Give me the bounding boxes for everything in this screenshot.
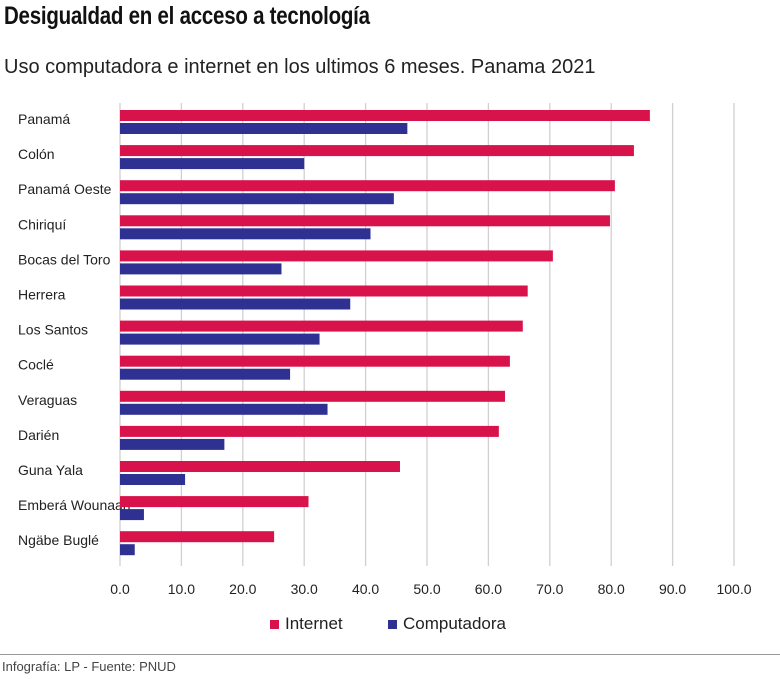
x-tick-label: 30.0	[291, 581, 318, 597]
bar-internet	[120, 145, 634, 157]
bar-computadora	[120, 368, 291, 380]
bar-chart: 0.0 10.0 20.0 30.0 40.0 50.0 60.0 70.0 80.0 90.0 1…	[18, 103, 752, 597]
category-label: Bocas del Toro	[18, 251, 111, 267]
category-label: Coclé	[18, 357, 54, 373]
category-label: Colón	[18, 146, 55, 162]
bar-internet	[120, 285, 528, 297]
category-label: Emberá Wounaan	[18, 497, 131, 513]
x-tick-label: 90.0	[659, 581, 686, 597]
chart-title: Desigualdad en el acceso a tecnología	[4, 2, 370, 30]
bar-internet	[120, 390, 505, 402]
bar-computadora	[120, 509, 144, 521]
category-label: Panamá Oeste	[18, 181, 112, 197]
x-tick-label: 70.0	[536, 581, 563, 597]
category-label: Veraguas	[18, 392, 77, 408]
x-tick-label: 0.0	[110, 581, 130, 597]
chart-subtitle: Uso computadora e internet en los ultimo…	[4, 56, 596, 78]
source-credit: Infografía: LP - Fuente: PNUD	[2, 659, 176, 674]
divider	[0, 654, 780, 655]
category-label: Guna Yala	[18, 462, 83, 478]
bar-computadora	[120, 474, 186, 485]
x-tick-label: 60.0	[475, 581, 502, 597]
bar-computadora	[120, 193, 394, 205]
category-label: Panamá	[18, 111, 70, 127]
category-label: Darién	[18, 427, 59, 443]
legend-swatch-internet	[270, 619, 279, 629]
bar-internet	[120, 461, 400, 472]
x-tick-label: 10.0	[168, 581, 195, 597]
category-label: Chiriquí	[18, 216, 66, 232]
legend-label: Computadora	[403, 614, 507, 633]
legend-item-computadora: Computadora	[388, 614, 506, 634]
bar-computadora	[120, 333, 320, 345]
bar-internet	[120, 110, 650, 121]
legend-label: Internet	[285, 614, 343, 633]
bar-computadora	[120, 544, 135, 556]
x-tick-label: 40.0	[352, 581, 379, 597]
legend-item-internet: Internet	[270, 614, 343, 634]
bar-internet	[120, 496, 309, 508]
bar-computadora	[120, 228, 371, 240]
bar-internet	[120, 355, 510, 367]
bar-internet	[120, 180, 615, 192]
bar-computadora	[120, 403, 328, 415]
legend-swatch-computadora	[388, 619, 397, 629]
bar-internet	[120, 531, 275, 543]
x-tick-label: 80.0	[598, 581, 625, 597]
x-tick-label: 100.0	[716, 581, 751, 597]
bar-internet	[120, 320, 523, 332]
x-tick-label: 50.0	[413, 581, 440, 597]
bar-computadora	[120, 158, 305, 170]
category-label: Herrera	[18, 287, 66, 303]
bar-computadora	[120, 298, 351, 310]
bar-computadora	[120, 438, 225, 450]
bar-internet	[120, 250, 553, 262]
category-label: Ngäbe Buglé	[18, 532, 99, 548]
category-label: Los Santos	[18, 322, 88, 338]
bar-internet	[120, 425, 499, 437]
x-tick-label: 20.0	[229, 581, 256, 597]
bar-computadora	[120, 263, 282, 275]
bar-computadora	[120, 123, 408, 134]
bar-internet	[120, 215, 610, 227]
